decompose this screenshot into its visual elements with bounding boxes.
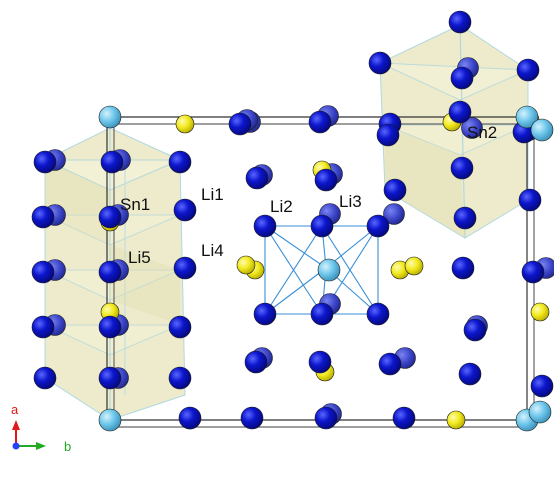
axis-b-arrowhead-icon xyxy=(36,442,46,450)
li-atom xyxy=(376,123,400,147)
axis-a-label: a xyxy=(11,402,19,417)
corner-atom xyxy=(528,400,552,424)
li-atom xyxy=(98,315,122,339)
li-atom xyxy=(228,112,252,136)
li-atom xyxy=(448,10,472,34)
sn-atom xyxy=(446,410,466,430)
li-atom xyxy=(308,350,332,374)
li-atom xyxy=(240,406,264,430)
corner-atom xyxy=(530,118,554,142)
li-atom xyxy=(31,205,55,229)
corner-atom xyxy=(98,408,122,432)
li-atom xyxy=(392,406,416,430)
li-atom xyxy=(450,66,474,90)
label-sn2: Sn2 xyxy=(467,123,497,142)
li-atom xyxy=(366,214,390,238)
sn-atom xyxy=(175,114,195,134)
li-atom xyxy=(310,302,334,326)
li-atom xyxy=(366,302,390,326)
li-atom xyxy=(178,406,202,430)
li-atom xyxy=(168,150,192,174)
li-atom xyxy=(463,318,487,342)
li-atom xyxy=(458,362,482,386)
li-atom xyxy=(308,110,332,134)
li-atom xyxy=(33,150,57,174)
li-atom-back xyxy=(461,117,483,139)
li-atom xyxy=(98,260,122,284)
label-li2: Li2 xyxy=(270,197,293,216)
li-atom xyxy=(521,260,545,284)
li-atom xyxy=(516,58,540,82)
label-li4: Li4 xyxy=(201,241,224,260)
li-atom xyxy=(31,260,55,284)
li-atom xyxy=(100,150,124,174)
label-li5: Li5 xyxy=(128,248,151,267)
li-atom xyxy=(31,315,55,339)
li-atom xyxy=(368,51,392,75)
li-atom xyxy=(245,166,269,190)
li-atom xyxy=(451,256,475,280)
li-atom xyxy=(98,205,122,229)
li-atom xyxy=(173,198,197,222)
axis-c-dot-icon xyxy=(12,442,20,450)
axis-b-label: b xyxy=(64,439,71,454)
li-atom xyxy=(98,366,122,390)
li-atom xyxy=(383,178,407,202)
li-atom xyxy=(244,350,268,374)
sn-atom xyxy=(530,302,550,322)
li-atom xyxy=(450,156,474,180)
li-bond-network xyxy=(264,225,379,315)
axis-a-arrowhead-icon xyxy=(12,420,20,430)
li-atom xyxy=(253,302,277,326)
li-atom xyxy=(314,168,338,192)
li-atom xyxy=(253,214,277,238)
atoms-layer xyxy=(31,10,554,432)
li-atom xyxy=(168,315,192,339)
li-atom xyxy=(310,214,334,238)
li-atom xyxy=(378,352,402,376)
site-labels: Sn1 Li5 Li1 Li4 Li2 Li3 Sn2 xyxy=(120,123,497,267)
corner-atom xyxy=(98,105,122,129)
li-atom xyxy=(448,100,472,124)
sn-atom xyxy=(236,255,256,275)
li-atom xyxy=(33,366,57,390)
li-atom xyxy=(173,256,197,280)
li-atom xyxy=(518,188,542,212)
sn-atom xyxy=(404,256,424,276)
li-atom xyxy=(453,206,477,230)
li-atom xyxy=(314,406,338,430)
li-atom xyxy=(168,366,192,390)
label-sn1: Sn1 xyxy=(120,195,150,214)
corner-atom xyxy=(515,105,539,129)
li-atom xyxy=(530,374,554,398)
corner-atom xyxy=(317,258,341,282)
sn-polyhedra-right xyxy=(379,24,529,239)
axis-triad: a b xyxy=(11,402,71,454)
label-li3: Li3 xyxy=(339,192,362,211)
li-atom-back xyxy=(383,203,405,225)
label-li1: Li1 xyxy=(201,185,224,204)
